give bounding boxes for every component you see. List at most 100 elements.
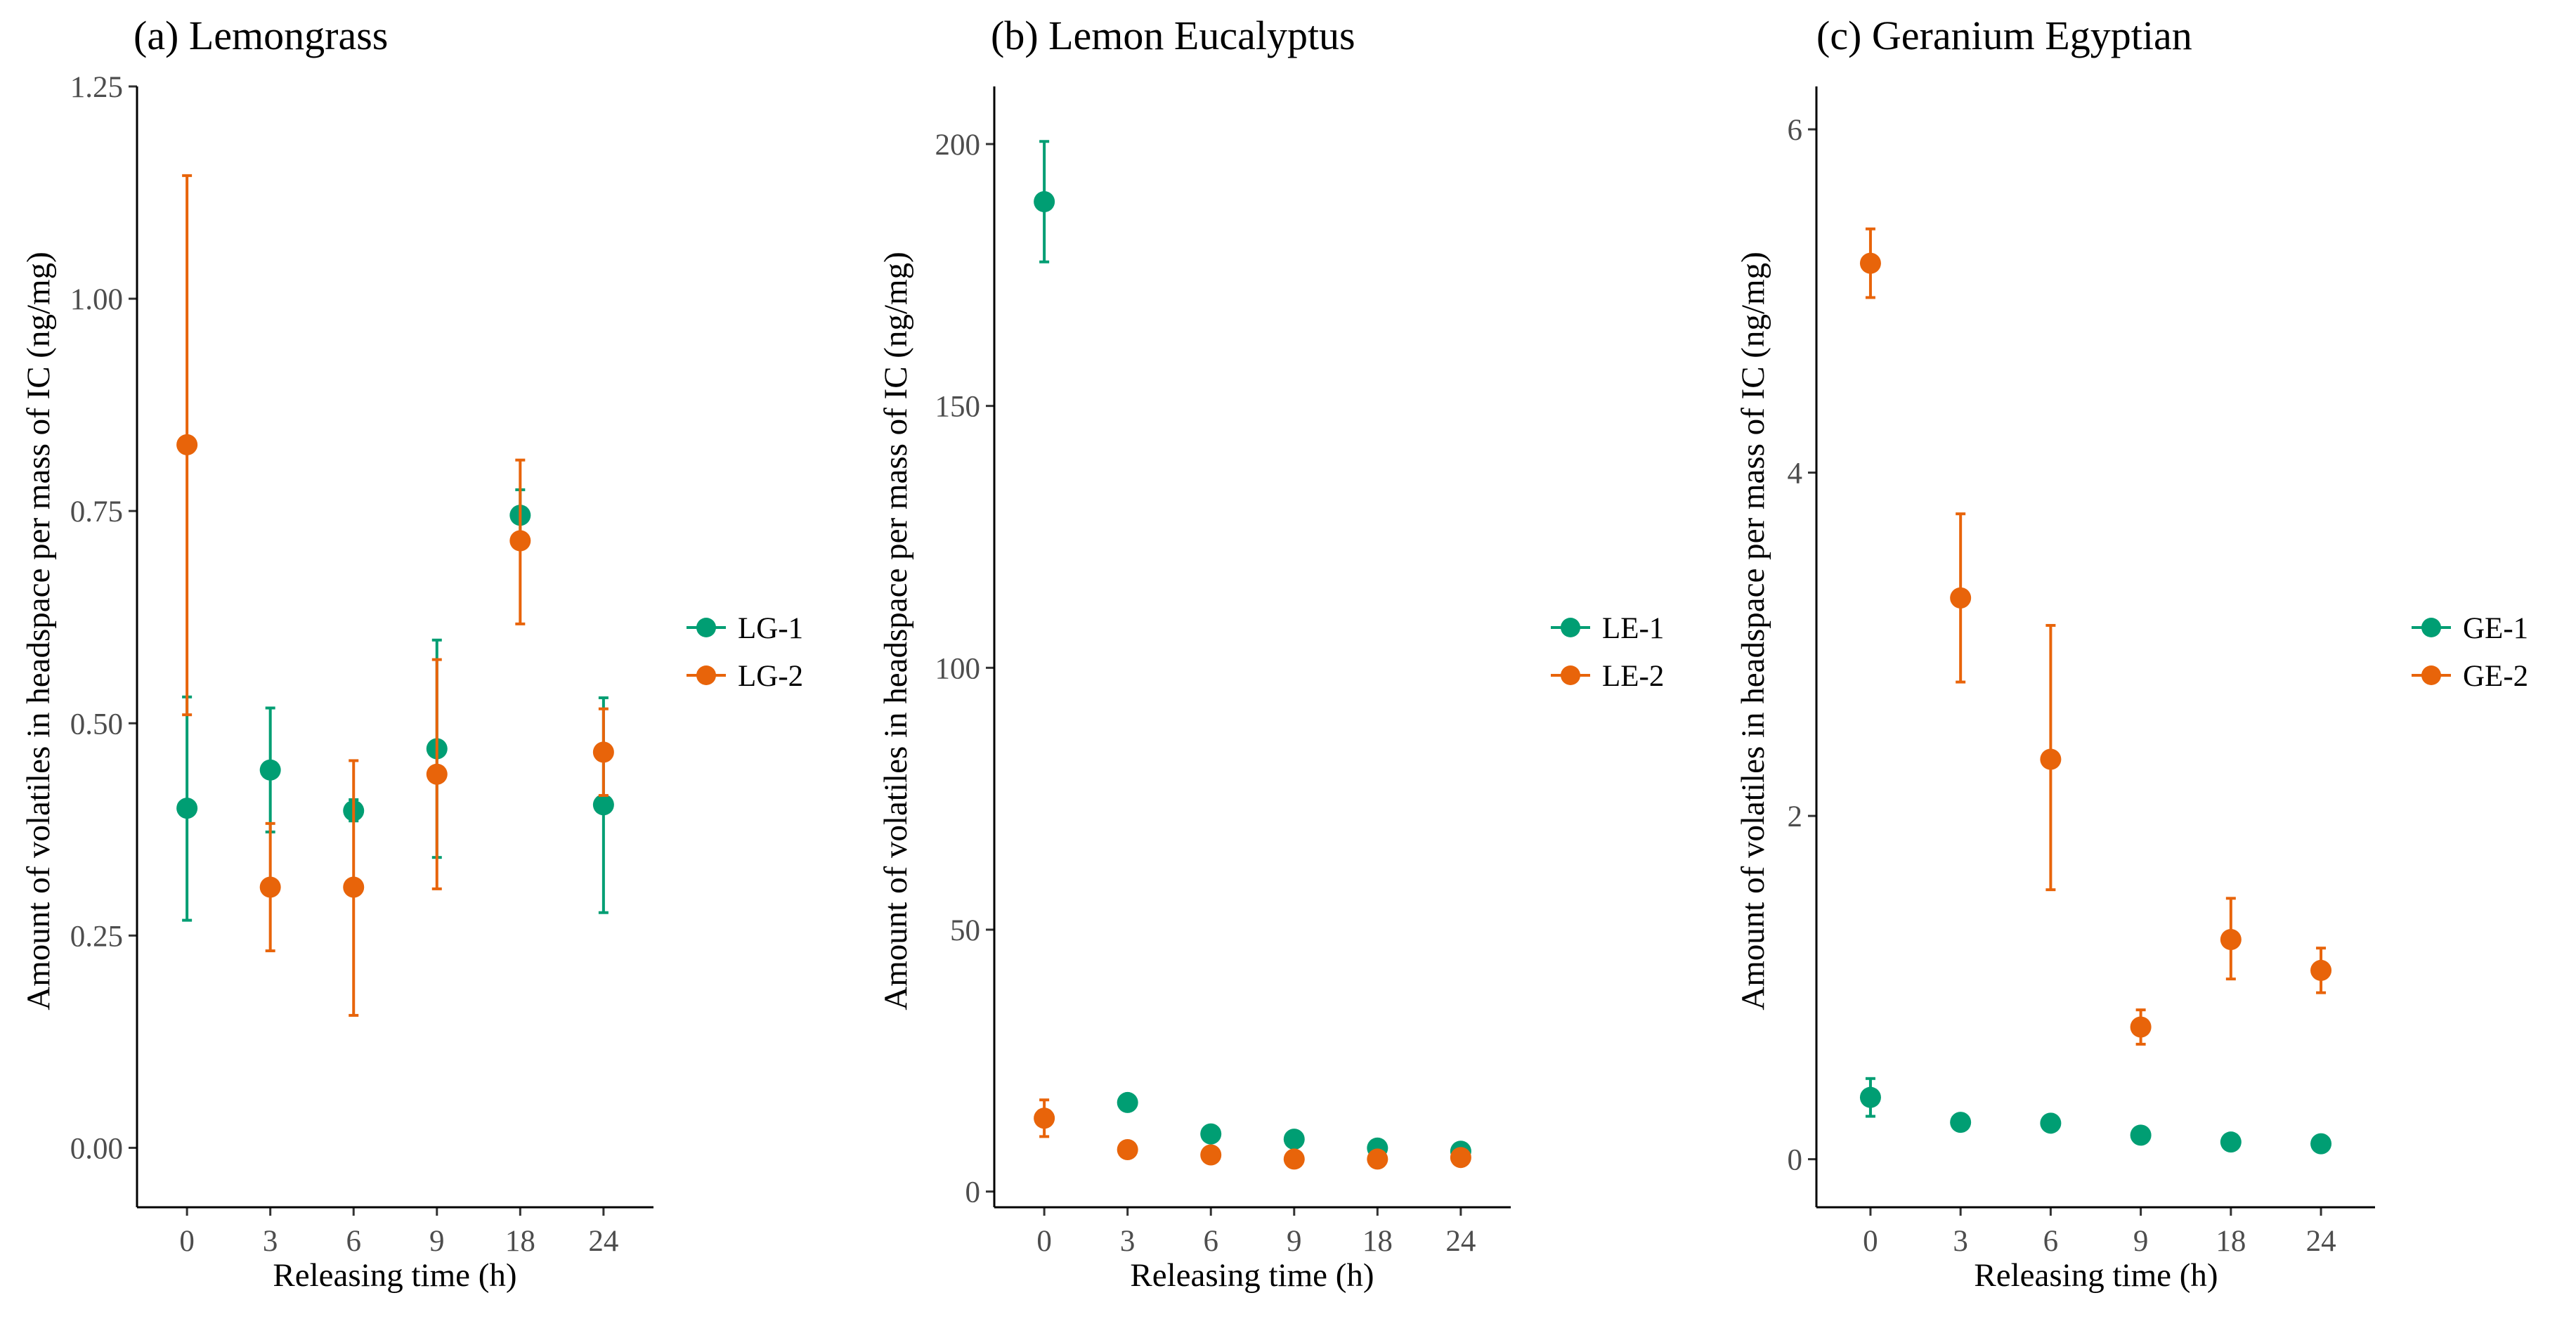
data-point (2310, 959, 2332, 981)
y-tick-label: 0.00 (70, 1132, 123, 1165)
legend-label: LE-1 (1602, 612, 1664, 645)
legend-item: LG-2 (687, 660, 803, 693)
legend-item: GE-2 (2412, 660, 2528, 693)
panel-lemon-eucalyptus: (b) Lemon Eucalyptus Amount of volatiles… (878, 13, 1664, 1294)
x-tick-label: 0 (1863, 1225, 1878, 1258)
data-point (1450, 1147, 1471, 1169)
y-tick-label: 0.25 (70, 920, 123, 953)
data-point (1367, 1148, 1388, 1170)
data-point (1859, 1086, 1881, 1108)
legend-item: GE-1 (2412, 612, 2528, 645)
data-point (343, 876, 365, 898)
x-tick-label: 9 (429, 1225, 445, 1258)
y-tick-label: 6 (1788, 114, 1803, 147)
data-point (1950, 587, 1972, 609)
x-ticks: 0 3 6 9 18 24 (179, 1207, 618, 1258)
data-point (1034, 190, 1055, 212)
data-point (176, 798, 198, 819)
data-point (509, 530, 531, 552)
y-axis-title: Amount of volatiles in headspace per mas… (1735, 252, 1771, 1010)
x-tick-label: 6 (2043, 1225, 2059, 1258)
legend-marker (2421, 618, 2441, 637)
x-tick-label: 18 (2216, 1225, 2246, 1258)
data-point (2310, 1133, 2332, 1155)
legend-item: LE-2 (1551, 660, 1664, 693)
x-tick-label: 18 (1362, 1225, 1393, 1258)
legend: LG-1 LG-2 (687, 612, 803, 693)
data-point (259, 876, 281, 898)
data-point (1950, 1112, 1972, 1133)
data-point (2130, 1124, 2152, 1146)
y-axis-title: Amount of volatiles in headspace per mas… (878, 252, 914, 1010)
data-marks (1034, 140, 1471, 1170)
y-tick-label: 0.50 (70, 708, 123, 741)
data-point (2220, 928, 2242, 950)
legend-label: GE-1 (2463, 612, 2528, 645)
y-tick-label: 1.00 (70, 283, 123, 316)
y-tick-label: 2 (1788, 800, 1803, 833)
panel-title: (b) Lemon Eucalyptus (991, 13, 1355, 58)
y-axis-title: Amount of volatiles in headspace per mas… (20, 252, 57, 1010)
data-point (1117, 1091, 1138, 1113)
data-point (2040, 748, 2062, 770)
y-tick-label: 0 (1788, 1144, 1803, 1177)
y-tick-label: 0.75 (70, 495, 123, 528)
x-tick-label: 24 (2306, 1225, 2336, 1258)
y-tick-label: 0 (965, 1176, 981, 1209)
x-tick-label: 24 (1445, 1225, 1476, 1258)
y-ticks: 0.00 0.25 0.50 0.75 1.00 1.25 (70, 71, 137, 1165)
data-point (1200, 1123, 1222, 1145)
data-point (2040, 1112, 2062, 1134)
data-point (1859, 252, 1881, 274)
x-tick-label: 9 (1287, 1225, 1302, 1258)
data-point (592, 794, 614, 816)
x-tick-label: 6 (1203, 1225, 1218, 1258)
x-tick-label: 9 (2133, 1225, 2149, 1258)
data-point (176, 434, 198, 455)
x-tick-label: 0 (1036, 1225, 1052, 1258)
data-marks (1859, 227, 2332, 1155)
x-tick-label: 3 (1120, 1225, 1136, 1258)
legend-marker (696, 618, 716, 637)
series-LE-1 (1034, 140, 1471, 1162)
legend-marker (1561, 618, 1580, 637)
x-tick-label: 6 (346, 1225, 361, 1258)
data-point (2130, 1016, 2152, 1038)
panel-title: (a) Lemongrass (134, 13, 388, 58)
x-tick-label: 18 (505, 1225, 535, 1258)
x-axis-title: Releasing time (h) (1130, 1257, 1374, 1294)
legend: LE-1 LE-2 (1551, 612, 1664, 693)
legend: GE-1 GE-2 (2412, 612, 2528, 693)
legend-label: LG-1 (738, 612, 803, 645)
y-ticks: 0 2 4 6 (1788, 114, 1816, 1177)
series-LG-2 (176, 174, 614, 1017)
y-tick-label: 50 (950, 914, 980, 947)
data-point (259, 759, 281, 781)
data-point (1283, 1148, 1305, 1170)
panel-geranium-egyptian: (c) Geranium Egyptian Amount of volatile… (1735, 13, 2528, 1294)
data-point (1200, 1144, 1222, 1166)
y-tick-label: 150 (935, 391, 981, 424)
legend-label: LG-2 (738, 660, 803, 693)
data-point (592, 741, 614, 763)
legend-label: LE-2 (1602, 660, 1664, 693)
x-tick-label: 0 (179, 1225, 195, 1258)
y-ticks: 0 50 100 150 200 (935, 129, 994, 1209)
y-tick-label: 1.25 (70, 71, 123, 104)
series-LG-1 (176, 488, 614, 922)
data-point (1117, 1139, 1138, 1161)
x-axis-title: Releasing time (h) (1974, 1257, 2218, 1294)
data-point (1283, 1129, 1305, 1150)
data-point (426, 763, 448, 785)
x-tick-label: 3 (1953, 1225, 1968, 1258)
data-point (2220, 1131, 2242, 1153)
legend-label: GE-2 (2463, 660, 2528, 693)
legend-marker (2421, 665, 2441, 685)
data-marks (176, 174, 614, 1017)
x-tick-label: 3 (263, 1225, 278, 1258)
legend-marker (696, 665, 716, 685)
legend-marker (1561, 665, 1580, 685)
y-tick-label: 4 (1788, 457, 1803, 490)
x-ticks: 0 3 6 9 18 24 (1036, 1207, 1476, 1258)
